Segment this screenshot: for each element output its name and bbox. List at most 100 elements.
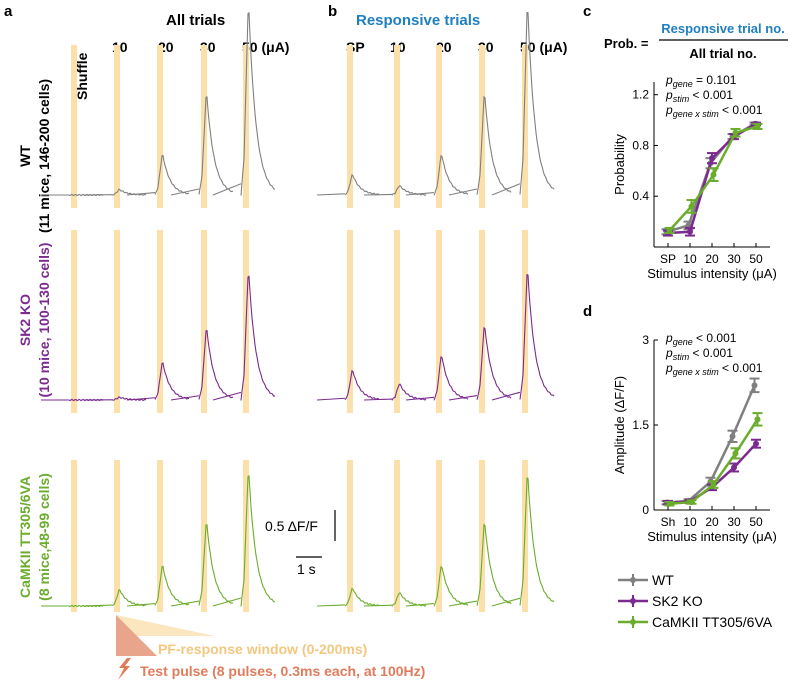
trace-b-1-2 xyxy=(433,356,469,401)
trace-pre-b-1-0 xyxy=(316,397,346,401)
trace-pre-b-0-0 xyxy=(316,193,346,196)
stim-window-bar-a-1-0 xyxy=(71,230,77,413)
x-axis-label-c: Stimulus intensity (μA) xyxy=(647,266,777,281)
trace-pre-a-0-4 xyxy=(212,183,242,196)
row-label-sk2: SK2 KO (10 mice, 100-130 cells) xyxy=(17,243,52,398)
point-d-2-3 xyxy=(732,450,739,457)
point-c-1-2 xyxy=(709,155,715,162)
x-tick-label-d-2: 20 xyxy=(705,515,719,529)
x-tick-label-d-3: 30 xyxy=(727,515,741,529)
formula-denominator: All trial no. xyxy=(689,46,756,61)
trace-pre-b-0-1 xyxy=(363,193,393,196)
trace-b-0-0 xyxy=(344,173,380,196)
point-d-2-0 xyxy=(666,500,673,507)
stim-window-bar-a-1-3 xyxy=(201,230,207,413)
point-c-2-1 xyxy=(688,203,695,210)
scale-bar-time-label: 1 s xyxy=(297,561,316,577)
y-axis-label-c: Probability xyxy=(612,134,627,195)
x-tick-label-c-3: 30 xyxy=(727,252,741,266)
stim-window-bar-a-0-2 xyxy=(157,45,163,208)
stim-window-bar-a-1-2 xyxy=(157,230,163,413)
trace-b-1-3 xyxy=(476,326,512,400)
trace-b-2-4 xyxy=(519,477,555,606)
point-c-2-0 xyxy=(666,227,673,234)
y-tick-label-c-1: 0.8 xyxy=(632,138,649,152)
stim-window-bar-a-0-4 xyxy=(243,45,249,208)
trace-pre-a-2-2 xyxy=(126,603,156,607)
y-tick-label-d-0: 0 xyxy=(642,503,649,517)
trace-pre-b-1-3 xyxy=(448,395,478,401)
pf-window-wedge xyxy=(116,615,215,636)
series-line-d-1 xyxy=(667,442,757,504)
trace-pre-b-2-0 xyxy=(316,604,346,607)
row-label-wt-line2: (11 mice, 146-200 cells) xyxy=(36,79,52,233)
lightning-bolt-icon xyxy=(118,658,131,680)
panel-d-letter: d xyxy=(583,303,592,320)
stim-window-bar-b-0-4 xyxy=(522,45,528,208)
stim-window-bar-b-2-1 xyxy=(394,460,400,612)
trace-a-2-4 xyxy=(240,474,276,607)
stim-window-bar-b-1-0 xyxy=(347,230,353,413)
trace-pre-b-0-2 xyxy=(405,192,435,196)
point-d-2-4 xyxy=(754,416,761,423)
trace-pre-b-2-1 xyxy=(363,604,393,607)
trace-pre-b-1-2 xyxy=(405,396,435,401)
x-axis-label-d: Stimulus intensity (μA) xyxy=(647,529,777,544)
row-label-sk2-line2: (10 mice, 100-130 cells) xyxy=(36,243,52,398)
trace-grid xyxy=(41,11,555,612)
stat-d-0: pgene < 0.001 xyxy=(665,331,737,347)
legend-camk-label: CaMKII TT305/6VA xyxy=(652,614,773,630)
trace-pre-a-1-3 xyxy=(170,395,200,401)
stim-window-bar-b-0-1 xyxy=(394,45,400,208)
stim-window-bar-b-2-2 xyxy=(436,460,442,612)
x-tick-label-d-0: Sh xyxy=(661,515,676,529)
trace-b-0-1 xyxy=(391,184,427,196)
x-tick-label-d-1: 10 xyxy=(683,515,697,529)
row-label-camk-line2: (8 mice,48-99 cells) xyxy=(36,473,52,601)
stim-window-bar-b-2-0 xyxy=(347,460,353,612)
trace-pre-a-0-3 xyxy=(170,188,200,196)
stim-window-bar-a-1-1 xyxy=(114,230,120,413)
scale-bar-amplitude-label: 0.5 ΔF/F xyxy=(265,518,318,534)
stim-window-bar-a-2-2 xyxy=(157,460,163,612)
y-tick-label-d-2: 3 xyxy=(642,333,649,347)
stim-window-bar-b-0-2 xyxy=(436,45,442,208)
y-tick-label-c-2: 1.2 xyxy=(632,88,649,102)
y-tick-label-c-0: 0.4 xyxy=(632,189,649,203)
trace-a-1-4 xyxy=(240,275,276,401)
legend: WT SK2 KO CaMKII TT305/6VA xyxy=(618,572,773,630)
stat-c-1: pstim < 0.001 xyxy=(665,88,733,104)
formula-lhs: Prob. = xyxy=(604,36,649,51)
x-tick-label-d-4: 50 xyxy=(749,515,763,529)
stim-window-bar-b-1-3 xyxy=(479,230,485,413)
stim-window-bar-a-2-1 xyxy=(114,460,120,612)
trace-pre-b-2-3 xyxy=(448,600,478,607)
trace-b-2-0 xyxy=(344,587,380,607)
panel-c-letter: c xyxy=(583,3,591,20)
stim-window-bar-b-2-3 xyxy=(479,460,485,612)
point-d-2-2 xyxy=(710,481,717,488)
trace-b-2-3 xyxy=(476,523,512,606)
point-c-2-3 xyxy=(732,129,739,136)
trace-a-0-4 xyxy=(240,11,275,196)
test-pulse-wedge xyxy=(116,615,157,656)
stat-c-0: pgene = 0.101 xyxy=(665,73,737,89)
trace-pre-b-1-4 xyxy=(491,391,521,401)
stim-window-bar-a-2-0 xyxy=(71,460,77,612)
col-header-a-50: 50 (μA) xyxy=(242,39,289,55)
trace-pre-b-2-2 xyxy=(405,603,435,607)
trace-pre-b-0-4 xyxy=(491,183,521,196)
stim-window-bar-b-0-0 xyxy=(347,45,353,208)
legend-sk2-label: SK2 KO xyxy=(652,593,703,609)
trace-a-0-1 xyxy=(111,188,147,196)
stim-window-bar-a-0-0 xyxy=(71,45,77,208)
row-label-wt: WT (11 mice, 146-200 cells) xyxy=(17,79,52,233)
trace-a-2-3 xyxy=(198,524,234,606)
x-tick-label-c-2: 20 xyxy=(705,252,719,266)
x-tick-label-c-4: 50 xyxy=(749,252,763,266)
legend-wt-label: WT xyxy=(652,572,674,588)
trace-pre-a-1-4 xyxy=(212,391,242,401)
stim-window-bar-a-0-1 xyxy=(114,45,120,208)
